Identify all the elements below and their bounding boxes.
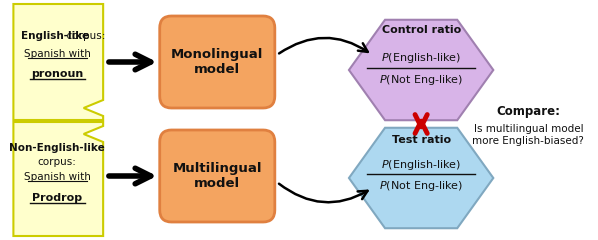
FancyBboxPatch shape <box>160 130 275 222</box>
Polygon shape <box>13 122 103 236</box>
Text: $P$(English-like): $P$(English-like) <box>381 51 461 65</box>
Polygon shape <box>13 4 103 120</box>
Text: Control ratio: Control ratio <box>382 25 461 35</box>
FancyBboxPatch shape <box>160 16 275 108</box>
Text: $P$(English-like): $P$(English-like) <box>381 158 461 172</box>
Text: Monolingual
model: Monolingual model <box>171 48 264 76</box>
Text: Multilingual
model: Multilingual model <box>172 162 262 190</box>
Text: $P$(Not Eng-like): $P$(Not Eng-like) <box>379 73 463 87</box>
Text: Compare:: Compare: <box>496 106 560 119</box>
Text: Spanish with: Spanish with <box>24 172 91 182</box>
Text: Prodrop: Prodrop <box>32 193 83 203</box>
Text: pronoun: pronoun <box>31 69 83 79</box>
Text: $P$(Not Eng-like): $P$(Not Eng-like) <box>379 179 463 193</box>
Text: corpus:: corpus: <box>38 157 77 167</box>
Polygon shape <box>349 128 493 228</box>
Text: corpus:: corpus: <box>21 31 106 41</box>
Polygon shape <box>349 20 493 120</box>
Text: English-like: English-like <box>21 31 89 41</box>
Text: Test ratio: Test ratio <box>392 135 451 145</box>
Text: Is multilingual model
more English-biased?: Is multilingual model more English-biase… <box>472 124 584 146</box>
Text: Non-English-like: Non-English-like <box>10 143 105 153</box>
Text: Spanish with: Spanish with <box>24 49 91 59</box>
